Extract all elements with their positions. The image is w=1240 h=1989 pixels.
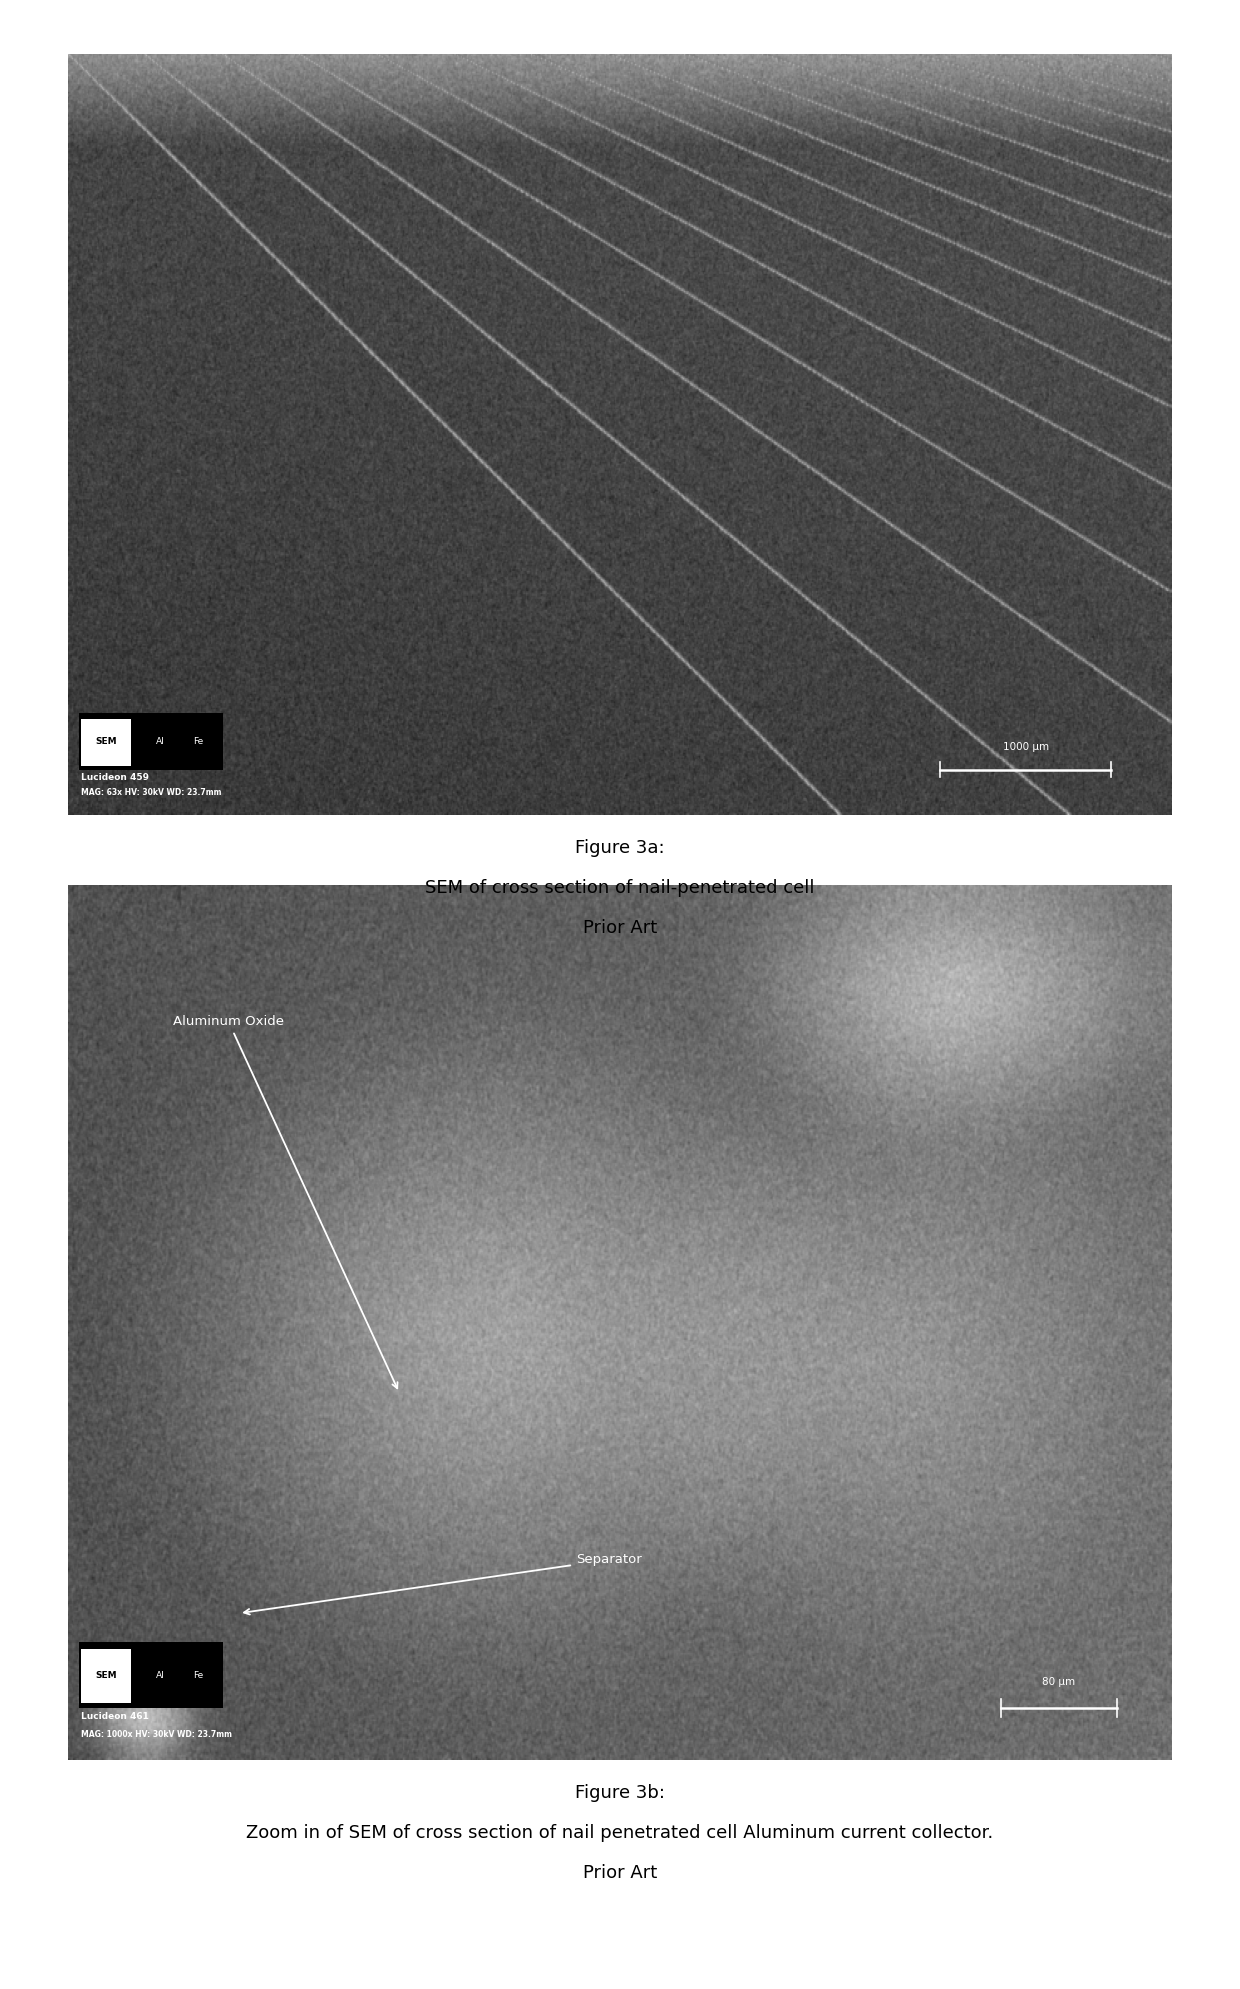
Text: Al: Al [155,738,164,746]
Text: Figure 3b:: Figure 3b: [575,1784,665,1802]
Text: Prior Art: Prior Art [583,919,657,937]
Text: Fe: Fe [193,738,203,746]
Text: Zoom in of SEM of cross section of nail penetrated cell Aluminum current collect: Zoom in of SEM of cross section of nail … [247,1824,993,1842]
Text: MAG: 63x HV: 30kV WD: 23.7mm: MAG: 63x HV: 30kV WD: 23.7mm [82,788,222,798]
FancyBboxPatch shape [79,1643,223,1709]
Text: Figure 3a:: Figure 3a: [575,839,665,857]
Text: Fe: Fe [193,1671,203,1681]
Text: Aluminum Oxide: Aluminum Oxide [174,1014,398,1388]
Text: Al: Al [155,1671,164,1681]
Text: SEM of cross section of nail-penetrated cell: SEM of cross section of nail-penetrated … [425,879,815,897]
Text: Lucideon 459: Lucideon 459 [82,774,150,782]
FancyBboxPatch shape [82,718,131,766]
Text: Lucideon 461: Lucideon 461 [82,1713,149,1720]
Text: SEM: SEM [95,738,117,746]
Text: SEM: SEM [95,1671,117,1681]
Text: 1000 μm: 1000 μm [1002,742,1049,752]
FancyBboxPatch shape [79,712,223,770]
Text: Prior Art: Prior Art [583,1864,657,1882]
Text: MAG: 1000x HV: 30kV WD: 23.7mm: MAG: 1000x HV: 30kV WD: 23.7mm [82,1730,232,1738]
Text: Separator: Separator [244,1553,641,1615]
FancyBboxPatch shape [82,1649,131,1703]
Text: 80 μm: 80 μm [1042,1677,1075,1687]
